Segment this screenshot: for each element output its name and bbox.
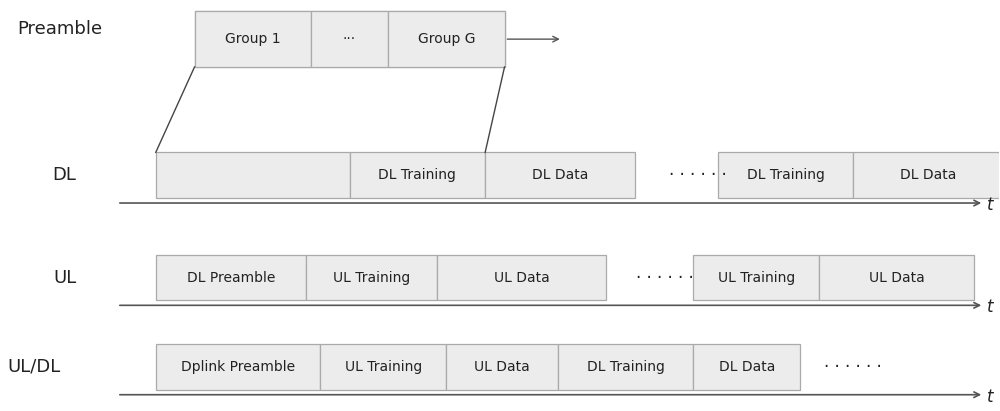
Bar <box>156 344 320 390</box>
Text: ···: ··· <box>343 32 356 46</box>
Text: UL: UL <box>53 268 76 286</box>
Text: · · · · · ·: · · · · · · <box>824 358 882 376</box>
Text: · · · · · ·: · · · · · · <box>669 166 727 184</box>
Text: Preamble: Preamble <box>17 20 102 38</box>
Text: UL Data: UL Data <box>494 270 549 284</box>
Text: UL Training: UL Training <box>333 270 410 284</box>
Text: UL/DL: UL/DL <box>8 358 61 376</box>
Text: t: t <box>987 196 993 214</box>
Bar <box>693 255 819 300</box>
Text: UL Training: UL Training <box>345 360 422 374</box>
Bar <box>156 152 350 198</box>
Bar <box>693 344 800 390</box>
Bar <box>388 12 505 67</box>
Text: DL: DL <box>52 166 76 184</box>
Text: DL Data: DL Data <box>719 360 775 374</box>
Text: DL Data: DL Data <box>532 168 588 182</box>
Text: t: t <box>987 298 993 316</box>
Bar <box>819 255 974 300</box>
Text: Group G: Group G <box>418 32 475 46</box>
Bar <box>306 255 437 300</box>
Bar <box>485 152 635 198</box>
Text: UL Data: UL Data <box>474 360 530 374</box>
Bar <box>718 152 853 198</box>
Bar <box>558 344 693 390</box>
Bar <box>446 344 558 390</box>
Bar <box>437 255 606 300</box>
Text: DL Data: DL Data <box>900 168 957 182</box>
Text: Group 1: Group 1 <box>225 32 280 46</box>
Bar <box>156 255 306 300</box>
Text: · · · · · ·: · · · · · · <box>636 268 693 286</box>
Text: t: t <box>987 388 993 406</box>
Text: UL Data: UL Data <box>869 270 925 284</box>
Text: DL Training: DL Training <box>378 168 456 182</box>
Bar <box>320 344 446 390</box>
Text: Dplink Preamble: Dplink Preamble <box>181 360 295 374</box>
Bar <box>350 152 485 198</box>
Text: DL Training: DL Training <box>747 168 824 182</box>
Bar <box>311 12 388 67</box>
Bar <box>195 12 505 67</box>
Text: DL Training: DL Training <box>587 360 665 374</box>
Bar <box>853 152 1000 198</box>
Text: UL Training: UL Training <box>718 270 795 284</box>
Bar <box>195 12 311 67</box>
Text: DL Preamble: DL Preamble <box>187 270 275 284</box>
